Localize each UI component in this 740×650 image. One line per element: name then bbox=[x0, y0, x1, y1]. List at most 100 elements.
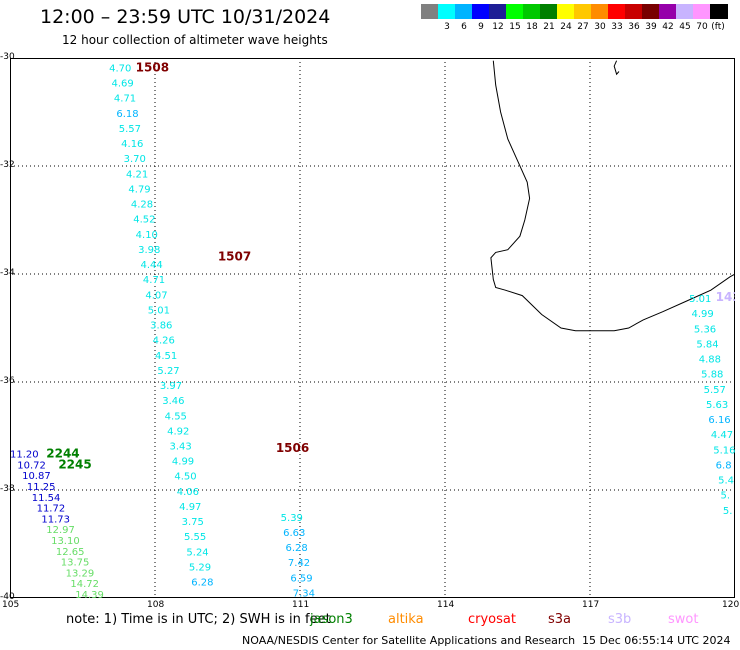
wave-height-value: 4.71 bbox=[143, 275, 165, 286]
wave-height-value: 10.87 bbox=[22, 471, 51, 482]
pass-id-label: 1506 bbox=[276, 441, 309, 455]
footer-note: note: 1) Time is in UTC; 2) SWH is in fe… bbox=[66, 612, 331, 627]
wave-height-value: 6.59 bbox=[290, 573, 312, 584]
lat-tick-label: -32 bbox=[0, 160, 15, 170]
wave-height-value: 5. bbox=[723, 506, 733, 517]
pass-id-label: 143 bbox=[716, 290, 735, 304]
wave-height-value: 4.99 bbox=[172, 457, 194, 468]
generated-timestamp: 15 Dec 06:55:14 UTC 2024 bbox=[582, 634, 731, 647]
lon-tick-label: 117 bbox=[582, 600, 600, 610]
legend-label: 42 bbox=[662, 22, 674, 32]
map-canvas: 4.70 4.69 4.71 6.18 5.57 4.16 3.70 4.21 4.79 4.28… bbox=[10, 58, 735, 598]
map-border bbox=[10, 58, 735, 598]
legend-label: 39 bbox=[645, 22, 657, 32]
wave-height-value: 4.26 bbox=[153, 336, 175, 347]
wave-height-value: 5.57 bbox=[704, 385, 726, 396]
legend-unit: (ft) bbox=[711, 22, 725, 32]
legend-swatch bbox=[591, 4, 609, 19]
wave-height-value: 4.88 bbox=[699, 355, 721, 366]
wave-height-value: 5.57 bbox=[119, 124, 141, 135]
legend-swatch bbox=[693, 4, 711, 19]
wave-height-value: 3.75 bbox=[182, 517, 204, 528]
lon-tick-label: 111 bbox=[292, 600, 310, 610]
satellite-label-s3a: s3a bbox=[548, 612, 572, 627]
legend-label: 3 bbox=[444, 22, 450, 32]
wave-height-value: 6.16 bbox=[708, 415, 730, 426]
legend-swatch bbox=[472, 4, 490, 19]
lat-tick-label: -38 bbox=[0, 484, 15, 494]
legend-label: 33 bbox=[611, 22, 623, 32]
wave-height-value: 4.92 bbox=[167, 426, 189, 437]
pass-id-label: 1507 bbox=[218, 250, 251, 264]
wave-height-value: 5.55 bbox=[184, 532, 206, 543]
wave-height-value: 5. bbox=[721, 491, 731, 502]
credit-line: NOAA/NESDIS Center for Satellite Applica… bbox=[242, 634, 576, 647]
legend-label: 18 bbox=[526, 22, 538, 32]
wave-height-value: 6.18 bbox=[116, 109, 138, 120]
satellite-label-jason3: jason3 bbox=[310, 612, 353, 627]
wave-height-value: 11.73 bbox=[41, 514, 70, 525]
wave-height-value: 4.52 bbox=[133, 215, 155, 226]
legend-label: 6 bbox=[461, 22, 467, 32]
legend-swatch bbox=[642, 4, 660, 19]
lat-tick-label: -40 bbox=[0, 592, 15, 602]
wave-height-value: 7.42 bbox=[288, 558, 310, 569]
wave-height-value: 11.20 bbox=[10, 450, 39, 461]
legend-swatch bbox=[540, 4, 558, 19]
wave-height-value: 4.69 bbox=[112, 79, 134, 90]
wave-height-value: 13.10 bbox=[51, 536, 80, 547]
pass-id-label: 1508 bbox=[136, 61, 169, 75]
satellite-label-altika: altika bbox=[388, 612, 424, 627]
wave-height-value: 3.97 bbox=[160, 381, 182, 392]
wave-height-value: 6.8 bbox=[716, 460, 732, 471]
coastline bbox=[490, 60, 735, 332]
wave-height-value: 13.29 bbox=[66, 568, 95, 579]
wave-height-value: 4.28 bbox=[131, 200, 153, 211]
legend-swatch bbox=[523, 4, 541, 19]
legend-label: 21 bbox=[543, 22, 555, 32]
wave-height-value: 4.44 bbox=[141, 260, 163, 271]
legend-swatch bbox=[625, 4, 643, 19]
satellite-label-cryosat: cryosat bbox=[468, 612, 516, 627]
wave-height-value: 12.65 bbox=[56, 547, 85, 558]
legend-swatch bbox=[421, 4, 439, 19]
legend-label: 24 bbox=[560, 22, 572, 32]
wave-height-value: 5.39 bbox=[281, 513, 303, 524]
wave-height-value: 5.4 bbox=[718, 476, 734, 487]
wave-height-value: 4.70 bbox=[109, 64, 131, 75]
satellite-label-s3b: s3b bbox=[608, 612, 632, 627]
wave-height-value: 7.34 bbox=[293, 588, 315, 598]
lat-tick-label: -30 bbox=[0, 52, 15, 62]
legend-swatch bbox=[557, 4, 575, 19]
lat-tick-label: -34 bbox=[0, 268, 15, 278]
wave-height-value: 14.39 bbox=[75, 590, 104, 598]
legend-label: 9 bbox=[478, 22, 484, 32]
legend-label: 70 bbox=[696, 22, 708, 32]
wave-height-value: 12.97 bbox=[46, 525, 75, 536]
wave-height-value: 14.72 bbox=[70, 579, 99, 590]
satellite-label-swot: swot bbox=[668, 612, 699, 627]
wave-height-value: 5.24 bbox=[186, 547, 208, 558]
wave-height-value: 4.71 bbox=[114, 94, 136, 105]
wave-height-value: 4.06 bbox=[177, 487, 199, 498]
wave-height-value: 6.63 bbox=[283, 528, 305, 539]
page-title: 12:00 – 23:59 UTC 10/31/2024 bbox=[40, 6, 331, 28]
wave-height-value: 4.50 bbox=[174, 472, 196, 483]
legend-swatch bbox=[455, 4, 473, 19]
wave-height-value: 4.79 bbox=[128, 184, 150, 195]
wave-height-value: 5.16 bbox=[713, 445, 735, 456]
wave-height-value: 6.28 bbox=[191, 578, 213, 589]
wave-height-value: 11.72 bbox=[37, 504, 66, 515]
page-subtitle: 12 hour collection of altimeter wave hei… bbox=[62, 33, 328, 47]
lon-tick-label: 105 bbox=[2, 600, 20, 610]
wave-height-value: 10.72 bbox=[17, 460, 46, 471]
legend-label: 45 bbox=[679, 22, 691, 32]
wave-height-value: 3.70 bbox=[124, 154, 146, 165]
wave-height-value: 6.28 bbox=[286, 543, 308, 554]
wave-height-value: 3.86 bbox=[150, 321, 172, 332]
wave-height-value: 11.54 bbox=[32, 493, 61, 504]
wave-height-value: 4.51 bbox=[155, 351, 177, 362]
wave-height-value: 5.01 bbox=[689, 294, 711, 305]
wave-height-value: 4.07 bbox=[145, 290, 167, 301]
legend-swatch bbox=[438, 4, 456, 19]
